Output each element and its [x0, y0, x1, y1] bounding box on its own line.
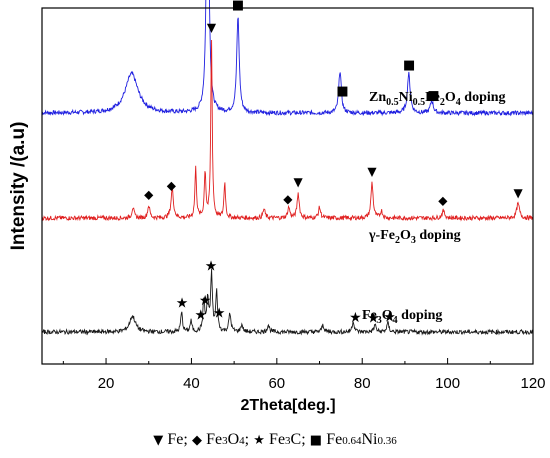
series-line-0 [41, 0, 534, 117]
square-marker: ■ [336, 84, 348, 99]
x-tick-label: 20 [98, 375, 115, 392]
star-legend-icon: ★ [249, 433, 269, 448]
x-tick-label: 100 [435, 375, 460, 392]
plot-frame [41, 7, 534, 365]
star-marker: ★ [205, 259, 218, 275]
legend-text: ▼ Fe; ◆ Fe3O4; ★ Fe3C; ■ Fe0.64Ni0.36 [153, 431, 397, 448]
star-marker: ★ [199, 293, 212, 309]
x-tick-label: 60 [268, 375, 285, 392]
series-line-1 [41, 40, 534, 222]
x-axis-ticks: 20 40 60 80 100 120 [62, 358, 546, 392]
star-marker: ★ [349, 310, 362, 326]
marker-layer: ■■■■■◆◆▼◆▼▼◆▼★★★★★★★★ [144, 0, 523, 326]
square-marker: ■ [427, 89, 439, 104]
x-tick-label: 80 [354, 375, 371, 392]
diamond-marker: ◆ [167, 178, 177, 192]
triangle-down-marker: ▼ [294, 175, 304, 189]
series-label: Fe3O4 doping [362, 308, 442, 326]
star-marker: ★ [176, 296, 189, 312]
series-line-2 [41, 268, 534, 336]
series-label: γ-Fe2O3 doping [368, 228, 461, 246]
x-axis-title: 2Theta[deg.] [240, 397, 335, 414]
series-label: Zn0.5Ni0.5Fe2O4 doping [369, 90, 506, 108]
triangle-down-marker: ▼ [367, 164, 377, 178]
diamond-marker: ◆ [438, 193, 448, 207]
star-marker: ★ [195, 308, 208, 324]
diamond-legend-icon: ◆ [188, 433, 206, 448]
triangle-down-marker: ▼ [207, 21, 217, 35]
square-legend-icon: ■ [306, 433, 327, 448]
triangle-down-marker: ▼ [513, 186, 523, 200]
x-tick-label: 120 [520, 375, 545, 392]
square-marker: ■ [232, 0, 244, 13]
x-tick-label: 40 [183, 375, 200, 392]
diamond-marker: ◆ [144, 187, 154, 201]
star-marker: ★ [383, 310, 396, 326]
square-marker: ■ [403, 58, 415, 73]
star-marker: ★ [213, 305, 226, 321]
series-label-layer: Zn0.5Ni0.5Fe2O4 doping γ-Fe2O3 doping Fe3O… [362, 90, 506, 326]
plot-area: ■■■■■◆◆▼◆▼▼◆▼★★★★★★★★ Zn0.5Ni0.5Fe2O4 do… [41, 0, 546, 392]
y-axis-title: Intensity /(a.u) [8, 122, 29, 251]
star-marker: ★ [367, 310, 380, 326]
series-layer [41, 0, 534, 336]
triangle-down-legend-icon: ▼ [153, 433, 167, 448]
diamond-marker: ◆ [283, 192, 293, 206]
legend: ▼ Fe; ◆ Fe3O4; ★ Fe3C; ■ Fe0.64Ni0.36 [153, 431, 397, 448]
